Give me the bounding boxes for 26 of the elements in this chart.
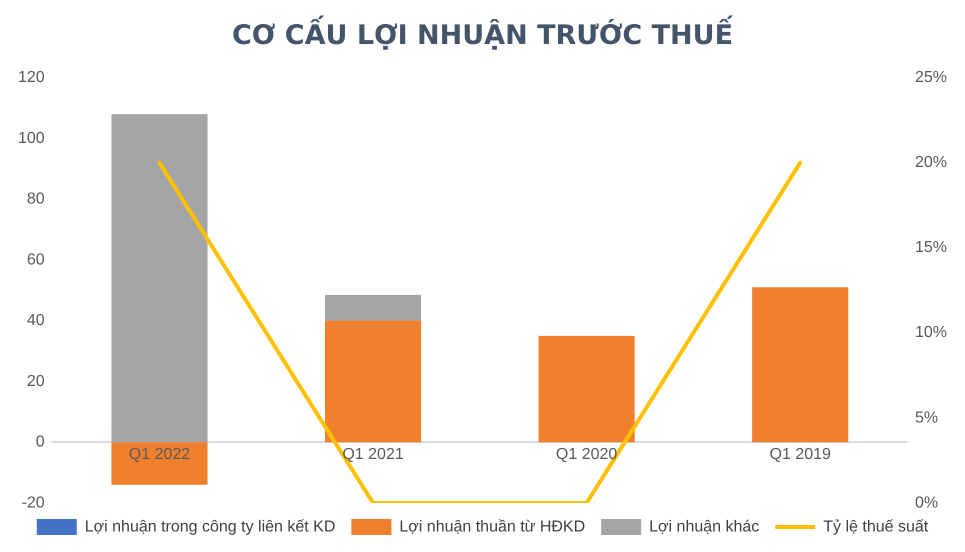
y-tick-label: 0	[36, 434, 45, 451]
y2-tick-label: 5%	[914, 409, 938, 426]
y2-tick-label: 25%	[914, 69, 948, 86]
y-tick-label: 120	[18, 69, 45, 86]
legend-label: Lợi nhuận trong công ty liên kết KD	[84, 518, 336, 536]
legend-label: Tỷ lệ thuế suất	[823, 518, 929, 536]
y-tick-label: 20	[26, 372, 45, 390]
bar	[111, 114, 208, 442]
y-tick-label: 80	[26, 190, 45, 208]
legend-label: Lợi nhuận thuần từ HĐKD	[399, 518, 586, 536]
y-tick-label: 100	[18, 130, 45, 147]
y-tick-label: -20	[22, 494, 45, 512]
y2-tick-label: 0%	[914, 494, 938, 512]
bar	[752, 287, 848, 442]
y-tick-label: 40	[26, 312, 45, 330]
y2-tick-label: 15%	[914, 239, 948, 256]
y2-tick-label: 20%	[914, 154, 948, 172]
bar	[325, 294, 422, 321]
y2-tick-label: 10%	[914, 324, 948, 342]
x-tick-label: Q1 2022	[128, 446, 190, 464]
bar	[111, 442, 208, 485]
legend-label: Lợi nhuận khác	[649, 518, 760, 536]
x-tick-label: Q1 2019	[769, 446, 831, 464]
bar	[538, 336, 635, 442]
bar	[325, 320, 422, 442]
y-tick-label: 60	[26, 251, 45, 268]
